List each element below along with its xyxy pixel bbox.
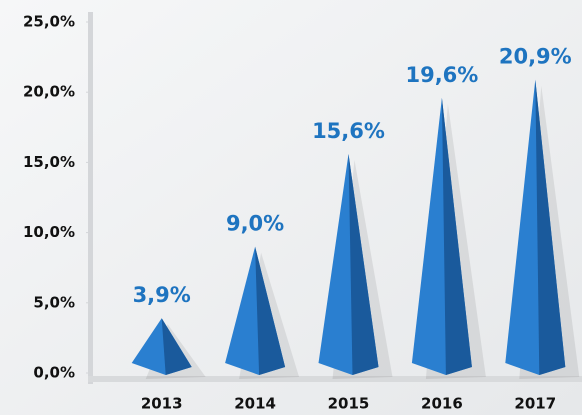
value-label: 20,9%	[499, 45, 572, 69]
y-axis	[88, 12, 93, 384]
pyramid-shade	[441, 97, 472, 375]
y-tick-label: 15,0%	[23, 153, 75, 171]
value-label: 15,6%	[312, 119, 385, 143]
value-label: 19,6%	[405, 63, 478, 87]
value-label: 3,9%	[133, 283, 191, 307]
pyramid-shade	[535, 79, 566, 376]
x-tick-label: 2017	[514, 395, 556, 413]
value-label: 9,0%	[226, 212, 284, 236]
x-tick-label: 2016	[421, 395, 463, 413]
y-tick-label: 0,0%	[33, 364, 75, 382]
y-tick-label: 5,0%	[33, 293, 75, 311]
x-tick-label: 2013	[141, 395, 183, 413]
pyramid-shade	[255, 246, 286, 375]
x-axis	[88, 376, 582, 382]
pyramid-shade	[348, 153, 379, 375]
x-tick-label: 2015	[328, 395, 370, 413]
y-tick-label: 10,0%	[23, 223, 75, 241]
y-tick-label: 20,0%	[23, 83, 75, 101]
y-tick-label: 25,0%	[23, 13, 75, 31]
pyramid-shade	[161, 318, 192, 375]
x-tick-label: 2014	[234, 395, 276, 413]
